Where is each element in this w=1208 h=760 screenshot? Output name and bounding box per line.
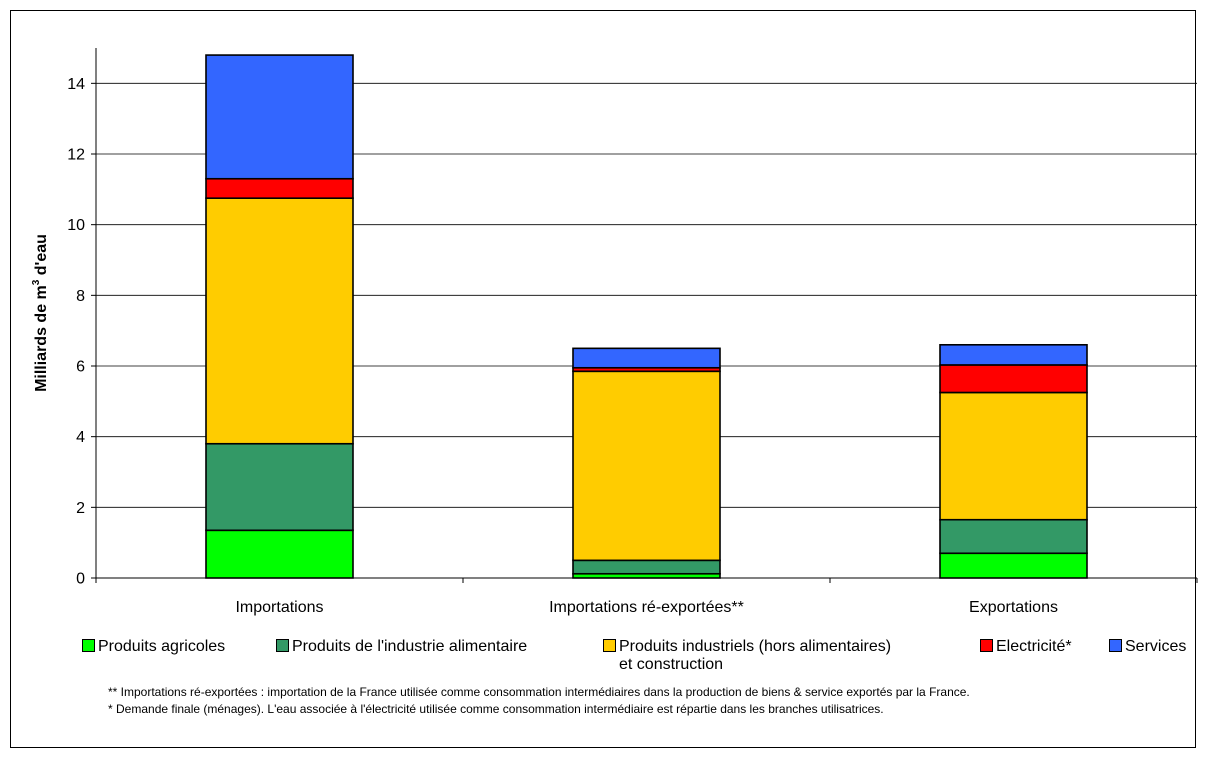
- bar-segment: [572, 347, 721, 369]
- legend-item: Services: [1109, 638, 1186, 656]
- legend-swatch: [603, 639, 616, 652]
- legend-label: Electricité*: [996, 638, 1072, 655]
- y-tick-label: 4: [76, 429, 85, 446]
- footnotes: ** Importations ré-exportées : importati…: [108, 684, 1183, 718]
- y-tick-label: 14: [67, 76, 85, 93]
- category-label: Exportations: [969, 599, 1058, 616]
- bar-segment: [939, 343, 1088, 366]
- legend-swatch: [82, 639, 95, 652]
- category-label: Importations: [235, 599, 323, 616]
- bar-segment: [939, 552, 1088, 579]
- legend-item: Electricité*: [980, 638, 1072, 656]
- legend-label: Produits de l'industrie alimentaire: [292, 638, 528, 655]
- bar-segment: [205, 529, 354, 579]
- legend-swatch: [980, 639, 993, 652]
- legend-item: Produits industriels (hors alimentaires)…: [603, 638, 891, 674]
- bar-segment: [572, 370, 721, 562]
- bar-segment: [939, 391, 1088, 521]
- bar-segment: [205, 442, 354, 532]
- y-tick-label: 12: [67, 147, 85, 164]
- y-axis-label: Milliards de m3 d'eau: [31, 234, 50, 392]
- legend-item: Produits agricoles: [82, 638, 225, 656]
- footnote-electricity: * Demande finale (ménages). L'eau associ…: [108, 702, 884, 716]
- legend-label: Produits agricoles: [98, 638, 226, 655]
- bar-segment: [939, 364, 1088, 394]
- y-tick-label: 10: [67, 217, 85, 234]
- y-tick-label: 6: [76, 359, 85, 376]
- bar-segment: [939, 518, 1088, 555]
- y-tick-label: 2: [76, 500, 85, 517]
- footnote-reexport: ** Importations ré-exportées : importati…: [108, 685, 970, 699]
- y-tick-label: 0: [76, 571, 85, 588]
- legend-item: Produits de l'industrie alimentaire: [276, 638, 527, 656]
- bar-segment: [205, 197, 354, 445]
- legend-swatch: [276, 639, 289, 652]
- category-label: Importations ré-exportées**: [549, 599, 744, 616]
- bar-segment: [205, 54, 354, 180]
- legend-swatch: [1109, 639, 1122, 652]
- bar-segment: [205, 177, 354, 199]
- bar-segment: [572, 559, 721, 575]
- legend-label: Services: [1125, 638, 1187, 655]
- y-tick-label: 8: [76, 288, 85, 305]
- legend-label: Produits industriels (hors alimentaires)…: [619, 638, 892, 673]
